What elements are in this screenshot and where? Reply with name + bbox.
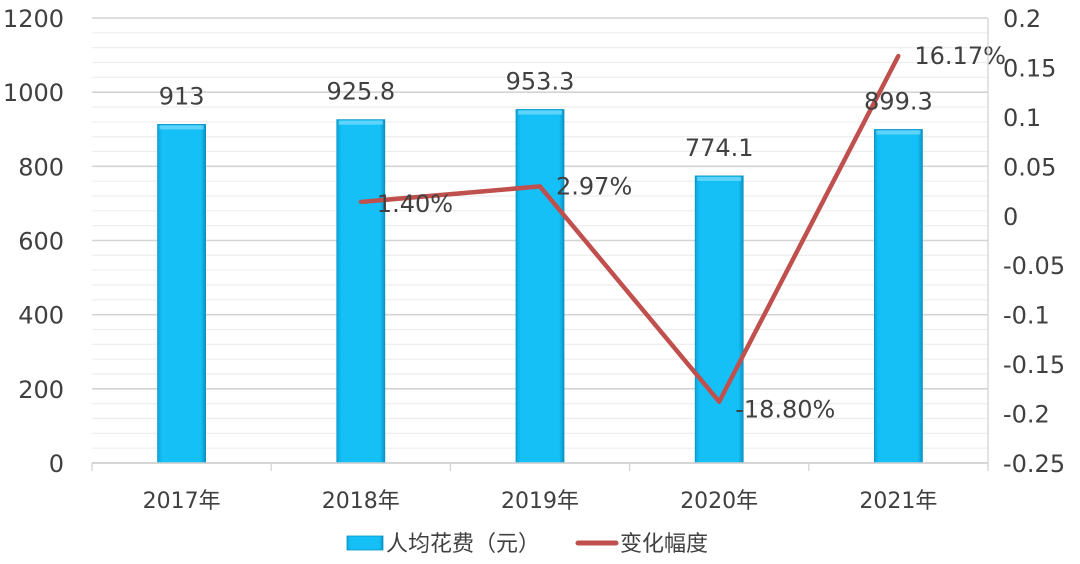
- line-series: [358, 53, 901, 404]
- right-tick-label: 0.1: [1003, 104, 1041, 132]
- bar-value-label: 899.3: [864, 88, 933, 116]
- left-tick-label: 600: [18, 228, 64, 256]
- left-tick-label: 0: [49, 450, 64, 478]
- line-point: [896, 53, 901, 58]
- right-tick-label: -0.2: [1003, 401, 1050, 429]
- bar-highlight: [159, 125, 204, 130]
- bar-value-label: 774.1: [685, 134, 754, 162]
- line-value-label: 2.97%: [556, 172, 632, 200]
- bar: [515, 109, 565, 464]
- bar-highlight: [876, 130, 921, 135]
- left-tick-label: 400: [18, 302, 64, 330]
- bar-highlight: [518, 110, 562, 115]
- left-tick-label: 800: [18, 153, 64, 181]
- axes: 0 200 400 600 800 1000 1200 -0.25 -0.2 -0.15 -0.1 -…: [3, 5, 1065, 514]
- bar-highlight: [697, 176, 742, 181]
- change-line: [360, 54, 901, 404]
- legend-bar-label: 人均花费（元）: [386, 532, 540, 557]
- legend-bar-swatch: [346, 535, 384, 551]
- line-point: [538, 184, 542, 189]
- left-tick-label: 1000: [3, 79, 64, 107]
- right-tick-label: -0.25: [1003, 450, 1065, 478]
- right-tick-label: -0.1: [1003, 302, 1050, 330]
- right-tick-label: 0.2: [1003, 5, 1041, 33]
- right-tick-label: 0.05: [1003, 153, 1056, 181]
- right-tick-label: -0.05: [1003, 252, 1065, 280]
- category-label: 2018年: [322, 489, 400, 514]
- line-point: [358, 199, 363, 204]
- data-labels: 913 925.8 953.3 774.1 899.3 1.40% 2.97% -18.80%…: [159, 42, 1006, 424]
- category-label: 2020年: [680, 489, 758, 514]
- right-tick-label: 0.15: [1003, 54, 1056, 82]
- line-value-label: 16.17%: [914, 42, 1006, 70]
- bar: [694, 175, 744, 464]
- legend-line-label: 变化幅度: [620, 532, 708, 557]
- legend: 人均花费（元） 变化幅度: [346, 532, 708, 557]
- bar-value-label: 913: [159, 82, 205, 110]
- bar-highlight: [338, 120, 383, 125]
- bar: [157, 124, 207, 464]
- line-value-label: 1.40%: [377, 190, 453, 218]
- left-tick-label: 1200: [3, 5, 64, 33]
- bar: [874, 129, 923, 464]
- category-label: 2021年: [859, 489, 937, 514]
- right-tick-label: -0.15: [1003, 351, 1065, 379]
- category-label: 2017年: [143, 489, 221, 514]
- line-value-label: -18.80%: [735, 396, 835, 424]
- bar-value-label: 953.3: [506, 67, 575, 95]
- bar: [336, 119, 386, 464]
- line-point: [717, 399, 722, 404]
- bar-value-label: 925.8: [326, 78, 395, 106]
- left-tick-label: 200: [18, 376, 64, 404]
- bar-series: [157, 109, 923, 464]
- category-label: 2019年: [501, 489, 579, 514]
- right-tick-label: 0: [1003, 203, 1018, 231]
